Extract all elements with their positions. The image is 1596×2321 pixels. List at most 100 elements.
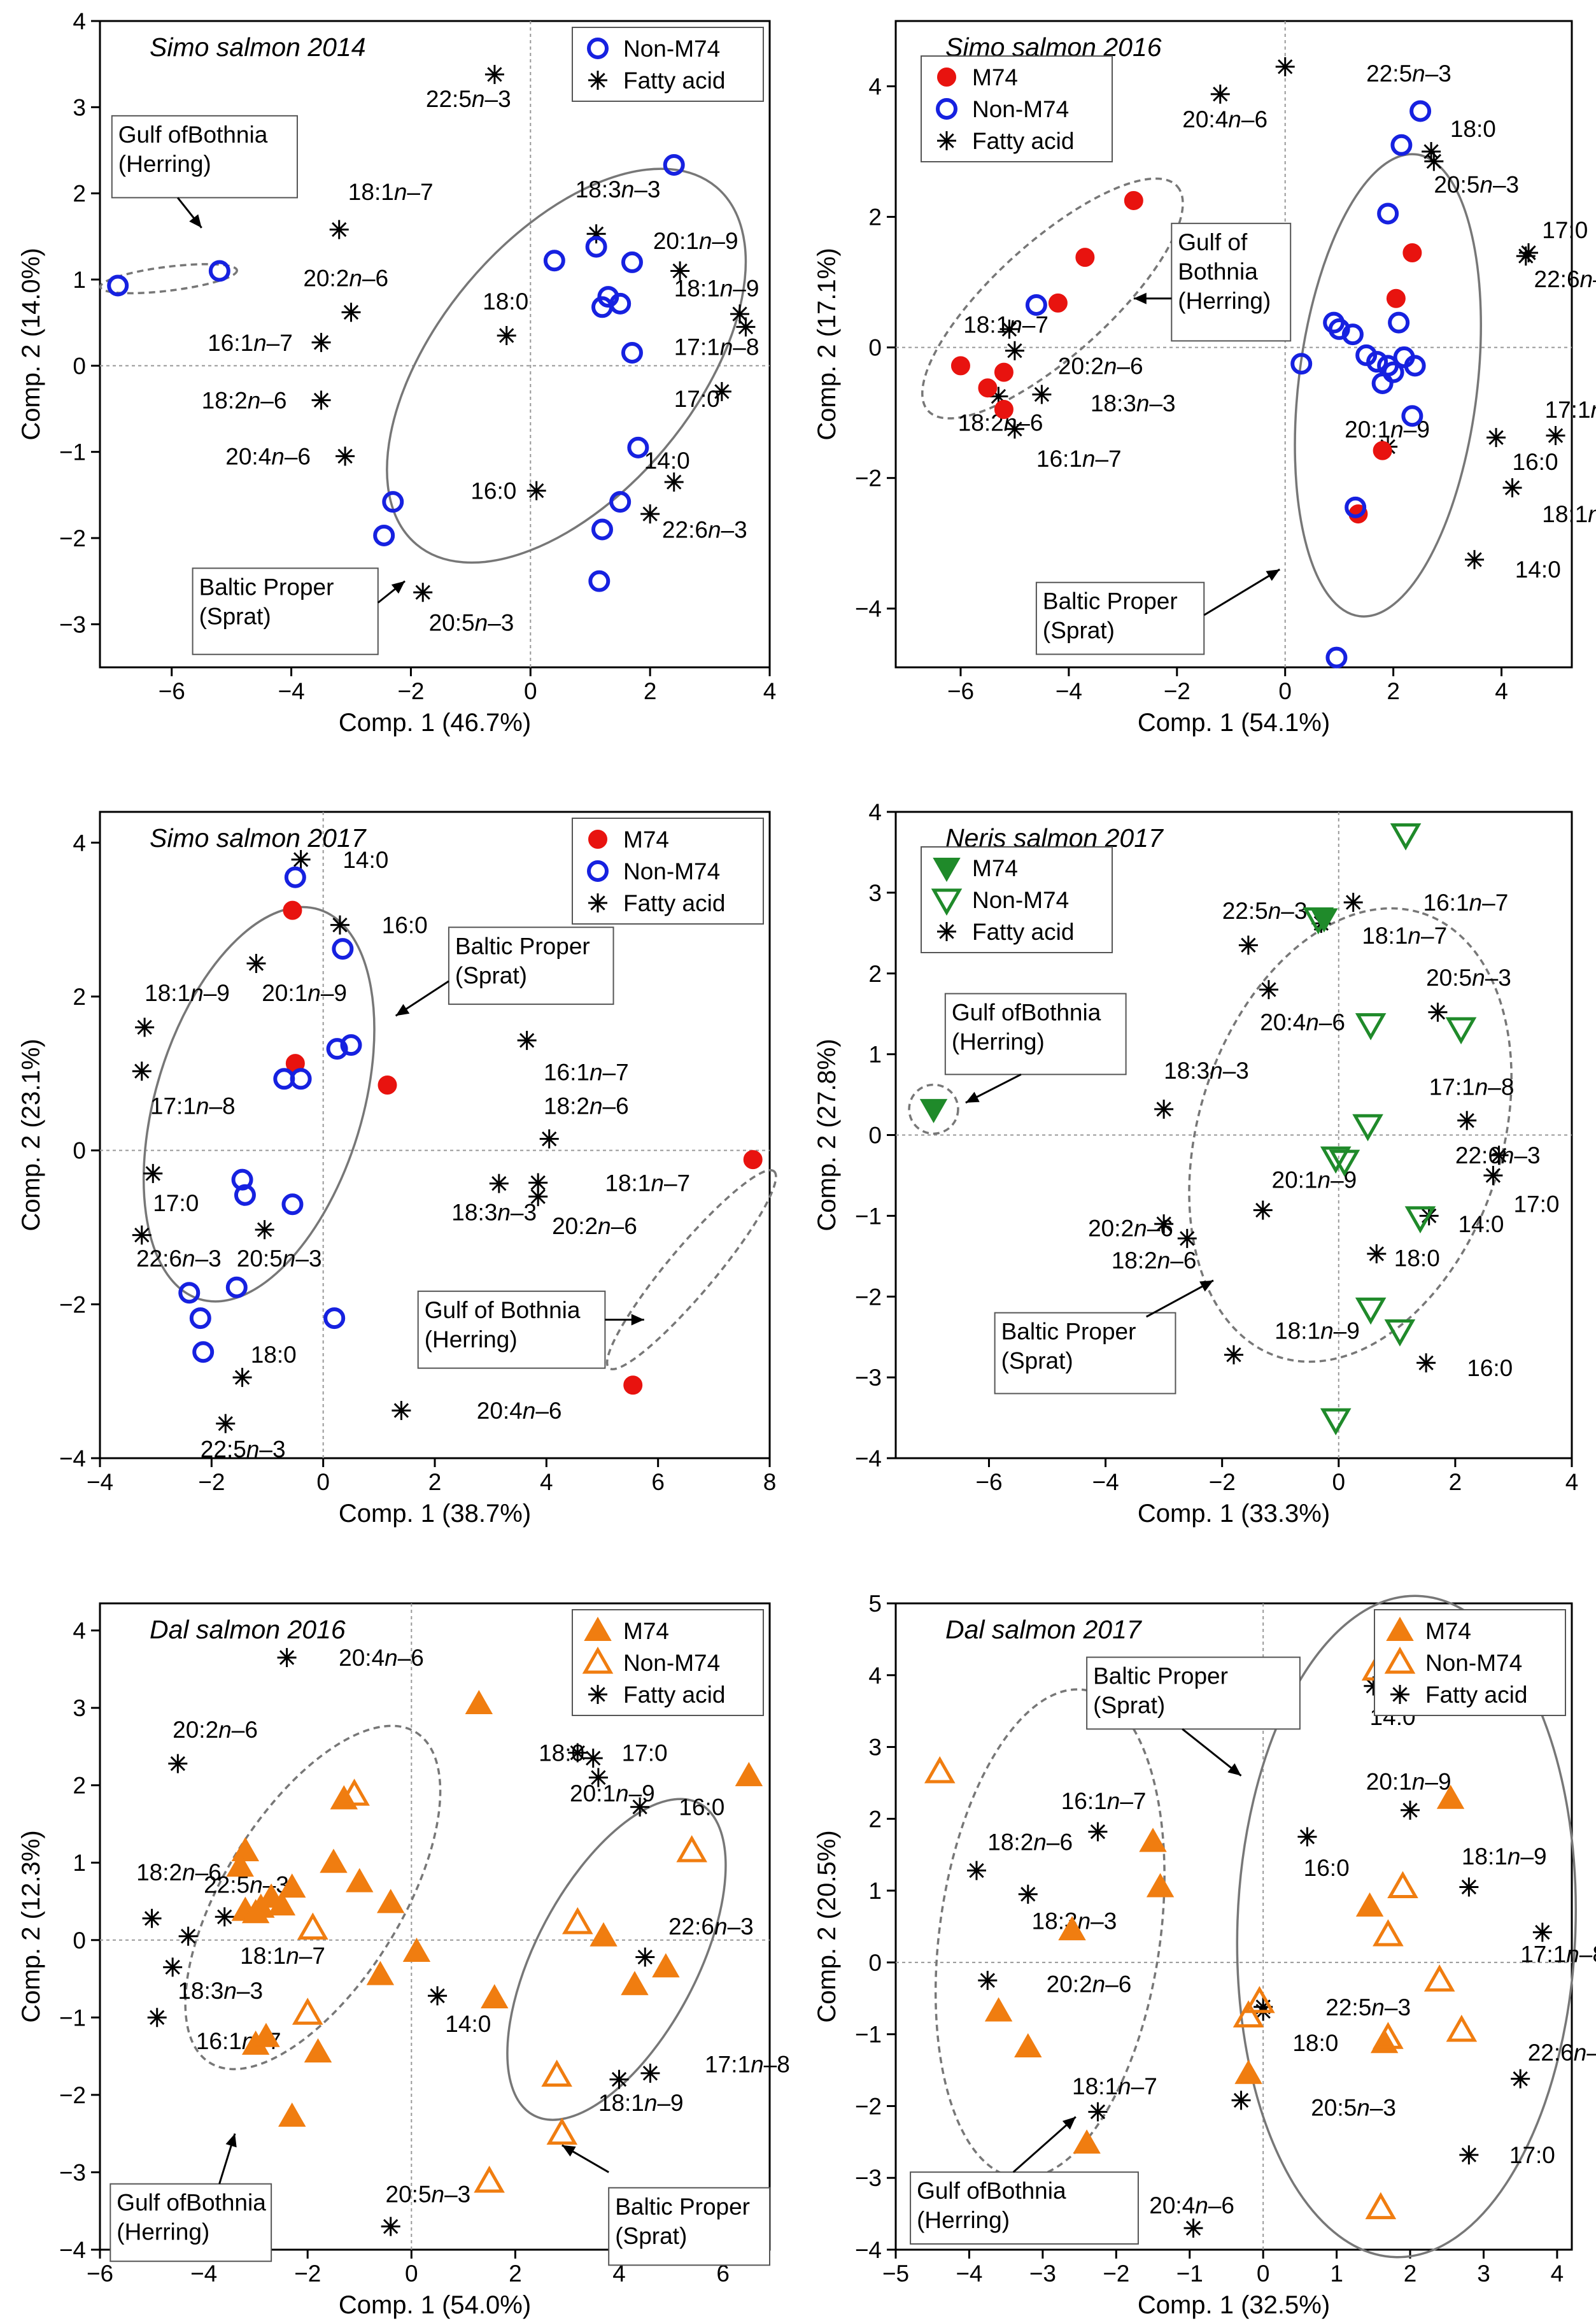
x-tick-label: −6: [159, 678, 185, 704]
fatty-acid-label: 17:1n–8: [150, 1093, 236, 1119]
fatty-acid-label: 18:1n–9: [674, 276, 759, 302]
fatty-acid-marker: [489, 1174, 509, 1193]
non-m74-point: [189, 1307, 211, 1330]
fatty-acid-marker: [1005, 341, 1024, 360]
fatty-acid-label: 17:1n–8: [674, 334, 759, 360]
y-tick-label: 0: [73, 1138, 86, 1164]
fatty-acid-marker: [1297, 1827, 1317, 1847]
non-m74-point: [292, 1998, 323, 2025]
fatty-acid-label: 22:5n–3: [1366, 60, 1451, 87]
x-axis-label: Comp. 1 (32.5%): [1138, 2291, 1330, 2319]
callout-arrow-head: [225, 2133, 237, 2148]
x-tick-label: −2: [1103, 2261, 1129, 2287]
fatty-acid-marker: [1275, 57, 1295, 76]
star-stroke: [279, 1650, 295, 1665]
x-tick-label: −4: [87, 1469, 113, 1495]
legend-label: Fatty acid: [623, 67, 725, 94]
non-m74-point: [1390, 134, 1413, 156]
fatty-acid-marker: [178, 1926, 198, 1946]
star-stroke: [1485, 1168, 1501, 1183]
star-stroke: [144, 1911, 160, 1926]
fatty-acid-label: 18:2n–6: [202, 387, 287, 413]
fatty-acid-marker: [413, 583, 433, 602]
fatty-acid-label: 14:0: [644, 448, 690, 474]
fatty-acid-marker: [966, 1861, 986, 1880]
star-stroke: [667, 474, 682, 490]
star-stroke: [530, 1189, 546, 1204]
x-axis-label: Comp. 1 (54.1%): [1138, 709, 1330, 737]
fatty-acid-label: 14:0: [343, 847, 388, 873]
star-stroke: [1185, 2220, 1201, 2236]
fatty-acid-label: 16:0: [382, 912, 428, 939]
m74-point: [1075, 248, 1095, 267]
chart-panel-2: −6 −4 −2 0 2 4 −4 −2 0 2 4 Comp. 1 (54.1%) Comp. 2 (…: [813, 20, 1596, 737]
fatty-acid-marker: [1489, 1146, 1509, 1165]
callout-arrow-head: [1199, 1280, 1213, 1292]
star-stroke: [1548, 428, 1564, 443]
fatty-acid-marker: [1459, 1877, 1479, 1897]
y-tick-label: −2: [855, 465, 882, 492]
x-axis-label: Comp. 1 (46.7%): [339, 709, 531, 737]
fatty-acid-label: 17:1n–8: [1429, 1074, 1515, 1100]
fatty-acid-label: 18:1n–7: [1072, 2073, 1157, 2099]
callout-box: [994, 1312, 1176, 1395]
y-tick-label: −2: [59, 2082, 86, 2108]
m74-point: [1124, 190, 1143, 210]
callout-box: [910, 2171, 1139, 2245]
fatty-acid-label: 20:5n–3: [1311, 2095, 1396, 2121]
herring-ellipse: [934, 1688, 1166, 2180]
y-tick-label: 3: [868, 1735, 882, 1761]
star-stroke: [519, 1033, 535, 1048]
legend-label: Non-M74: [972, 887, 1069, 913]
star-stroke: [332, 917, 348, 933]
non-m74-point: [234, 1184, 256, 1206]
star-stroke: [145, 1166, 160, 1181]
callout-box: [109, 2183, 272, 2262]
star-stroke: [530, 1175, 546, 1191]
star-stroke: [642, 506, 658, 522]
non-m74-point: [1409, 100, 1432, 122]
fatty-acid-marker: [132, 1061, 152, 1081]
fatty-acid-label: 18:1n–9: [598, 2090, 684, 2116]
non-m74-point: [284, 866, 306, 888]
herring-ellipse: [184, 1724, 442, 2071]
non-m74-point: [1025, 294, 1047, 316]
y-tick-label: −1: [59, 439, 86, 465]
x-axis-label: Comp. 1 (33.3%): [1138, 1500, 1330, 1528]
callout-text: Gulf of Bothnia: [425, 1297, 581, 1323]
m74-point: [283, 900, 302, 920]
x-tick-label: 4: [1565, 1469, 1579, 1495]
chart-title: Simo salmon 2014: [150, 32, 366, 62]
star-stroke: [732, 306, 747, 322]
fatty-acid-marker: [1546, 426, 1565, 446]
fatty-acid-marker: [311, 332, 331, 352]
fatty-acid-label: 20:2n–6: [1088, 1215, 1173, 1241]
non-m74-point: [1320, 1408, 1352, 1436]
m74-point: [652, 1953, 680, 1978]
x-tick-label: 8: [763, 1469, 777, 1495]
fatty-acid-marker: [1224, 1345, 1243, 1365]
star-stroke: [1423, 144, 1439, 159]
fatty-acid-marker: [255, 1220, 274, 1240]
y-tick-label: 2: [868, 1806, 882, 1832]
non-m74-point: [546, 2117, 578, 2145]
fatty-acid-label: 20:2n–6: [1058, 353, 1143, 379]
non-m74-point: [1446, 2014, 1478, 2042]
fatty-acid-label: 18:0: [1450, 116, 1496, 142]
fatty-acid-marker: [1428, 1002, 1448, 1022]
fatty-acid-marker: [163, 1957, 183, 1977]
fatty-acid-label: 18:3n–3: [1091, 390, 1176, 416]
fatty-acid-marker: [215, 1907, 234, 1927]
non-m74-point: [1373, 1919, 1404, 1947]
fatty-acid-marker: [640, 504, 660, 524]
fatty-acid-marker: [1154, 1099, 1174, 1119]
legend-m74-icon: [1386, 1616, 1414, 1641]
star-stroke: [1278, 59, 1293, 75]
fatty-acid-label: 22:5n–3: [1222, 898, 1308, 924]
non-m74-point: [474, 2165, 505, 2193]
legend-m74-icon: [584, 1616, 612, 1641]
non-m74-point: [225, 1276, 248, 1298]
callout-box: [1035, 581, 1205, 655]
legend-label: Non-M74: [972, 96, 1069, 122]
